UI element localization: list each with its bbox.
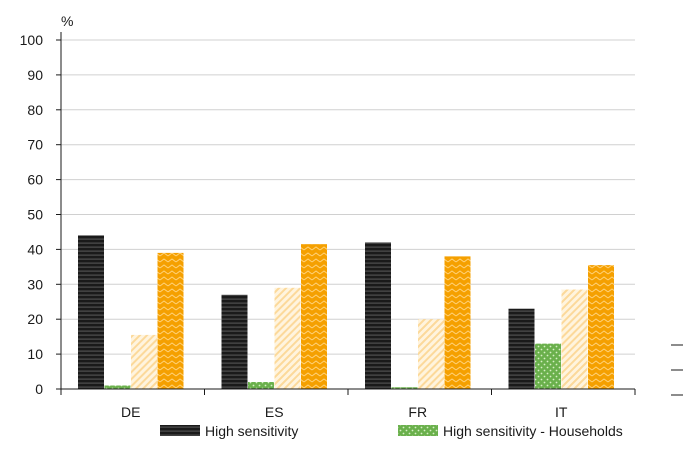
y-tick-label: 70 <box>27 137 43 153</box>
bar-it-series-1 <box>508 308 535 389</box>
bar-es-series-1 <box>221 294 248 389</box>
decorative-ticks <box>671 344 683 396</box>
y-axis-label: % <box>61 13 73 29</box>
bar-de-series-1 <box>78 235 104 389</box>
bar-fr-series-3 <box>418 319 444 389</box>
bar-de-series-3 <box>131 334 157 389</box>
bar-fr-series-4 <box>444 256 471 389</box>
y-tick-label: 0 <box>35 381 43 397</box>
y-tick-label: 80 <box>27 102 43 118</box>
y-tick-label: 60 <box>27 172 43 188</box>
x-tick-label: DE <box>121 404 140 420</box>
legend: High sensitivity High sensitivity - House… <box>160 423 623 439</box>
axes: 0 10 20 30 40 50 60 70 80 90 100 DE ES FR IT <box>20 32 636 420</box>
y-tick-label: 100 <box>20 32 44 48</box>
bar-it-series-4 <box>588 265 614 389</box>
y-tick-label: 90 <box>27 67 43 83</box>
bar-fr-series-1 <box>365 242 391 389</box>
gridlines <box>61 39 635 355</box>
legend-swatch <box>160 425 200 436</box>
x-tick-label: FR <box>408 404 427 420</box>
y-tick-label: 40 <box>27 241 43 257</box>
bar-fr-series-2 <box>391 387 418 389</box>
legend-swatch <box>398 425 438 436</box>
bars <box>78 235 614 389</box>
x-tick-label: ES <box>265 404 284 420</box>
bar-es-series-4 <box>301 244 327 389</box>
bar-es-series-3 <box>274 287 301 389</box>
bar-es-series-2 <box>248 382 274 389</box>
y-tick-label: 20 <box>27 311 43 327</box>
y-tick-label: 50 <box>27 207 43 223</box>
y-tick-label: 10 <box>27 346 43 362</box>
bar-de-series-4 <box>157 252 184 389</box>
bar-it-series-2 <box>535 343 561 389</box>
y-tick-label: 30 <box>27 276 43 292</box>
x-tick-label: IT <box>555 404 568 420</box>
legend-label: High sensitivity <box>205 423 298 439</box>
bar-de-series-2 <box>104 385 131 389</box>
bar-it-series-3 <box>561 289 588 389</box>
legend-label: High sensitivity - Households <box>443 423 623 439</box>
